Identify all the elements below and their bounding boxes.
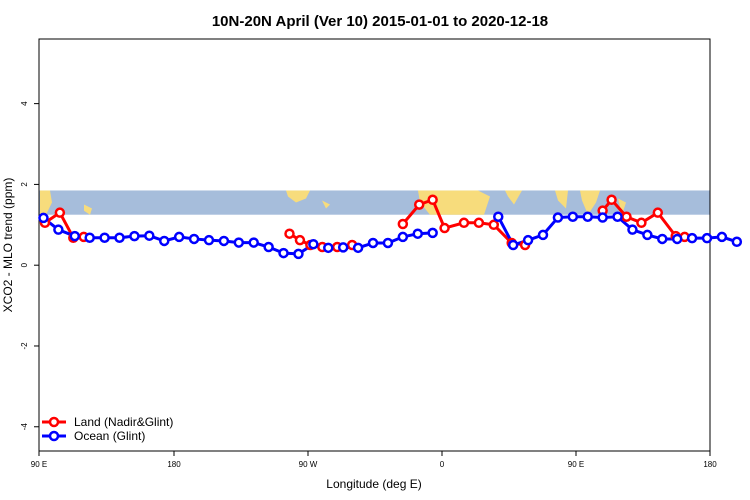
x-tick-label: 90 E [568, 460, 584, 469]
plot-frame [38, 38, 711, 452]
data-point [621, 211, 632, 222]
map-land [322, 200, 330, 209]
data-point [367, 237, 379, 249]
y-tick-label: 2 [20, 182, 29, 187]
data-point [612, 211, 623, 222]
data-point [248, 237, 259, 248]
data-point [493, 211, 504, 222]
x-tick-label: 180 [703, 460, 717, 469]
data-point [173, 231, 185, 243]
map-land [555, 190, 568, 209]
data-point [606, 194, 617, 206]
data-point [636, 217, 647, 229]
data-point [412, 228, 423, 239]
data-point [537, 229, 549, 241]
y-tick-label: -2 [20, 342, 29, 350]
data-point [129, 230, 140, 242]
data-point [218, 235, 230, 247]
data-point [686, 232, 698, 244]
data-point [84, 232, 95, 243]
y-tick-label: 4 [20, 101, 29, 106]
data-point [657, 233, 668, 245]
data-point [159, 235, 170, 247]
chart-title: 10N-20N April (Ver 10) 2015-01-01 to 202… [212, 13, 548, 30]
data-point [397, 218, 409, 230]
legend-marker [48, 416, 60, 428]
data-point [567, 211, 579, 222]
map-land [84, 204, 92, 215]
data-point [69, 230, 81, 242]
data-point [671, 233, 683, 245]
x-axis-label: Longitude (deg E) [326, 477, 421, 491]
data-point [397, 231, 409, 243]
data-point [188, 233, 200, 245]
data-point [308, 238, 319, 250]
data-point [233, 237, 245, 248]
data-point [413, 199, 425, 210]
data-point [507, 239, 519, 251]
x-tick-label: 180 [167, 460, 181, 469]
data-point [427, 227, 438, 239]
data-point [627, 224, 638, 235]
data-point [284, 228, 295, 239]
data-point [652, 207, 664, 218]
map-land [580, 190, 600, 215]
data-point [278, 247, 289, 259]
map-land [505, 190, 522, 205]
legend-label: Land (Nadir&Glint) [74, 415, 173, 429]
map-land [618, 198, 626, 215]
data-point [582, 211, 593, 222]
data-point [337, 242, 349, 253]
data-point [114, 232, 125, 243]
data-point [323, 242, 334, 254]
x-tick-label: 90 E [31, 460, 47, 469]
legend-marker [48, 430, 60, 442]
data-point [293, 248, 304, 260]
data-point [552, 212, 564, 223]
map-land [40, 190, 52, 215]
data-point [473, 217, 485, 229]
legend: Land (Nadir&Glint)Ocean (Glint) [42, 415, 173, 443]
y-tick-label: 0 [20, 262, 29, 267]
data-point [53, 224, 64, 235]
data-point [427, 194, 438, 206]
data-point [522, 234, 534, 246]
data-point [458, 217, 470, 229]
data-point [38, 212, 49, 224]
data-point [597, 212, 608, 223]
data-point [716, 231, 728, 243]
y-tick-label: -4 [20, 423, 29, 431]
x-tick-label: 0 [440, 460, 445, 469]
data-point [203, 234, 215, 246]
map-land [286, 190, 310, 203]
data-point [352, 242, 364, 254]
legend-label: Ocean (Glint) [74, 429, 145, 443]
y-axis: -4 -2 0 2 4 [20, 101, 39, 430]
world-map-band [39, 190, 710, 215]
data-point [382, 237, 394, 249]
x-tick-label: 90 W [299, 460, 318, 469]
data-point [701, 232, 713, 244]
data-point [263, 241, 274, 253]
data-point [99, 232, 110, 243]
y-axis-label: XCO2 - MLO trend (ppm) [1, 178, 15, 313]
data-point [731, 236, 743, 248]
data-point [439, 222, 450, 234]
series-layer [38, 194, 743, 260]
x-axis: 90 E 180 90 W 0 90 E 180 [31, 451, 717, 469]
data-point [144, 230, 155, 241]
data-point [54, 207, 66, 218]
data-point [488, 219, 500, 231]
data-point [642, 229, 653, 241]
data-point [294, 234, 306, 246]
